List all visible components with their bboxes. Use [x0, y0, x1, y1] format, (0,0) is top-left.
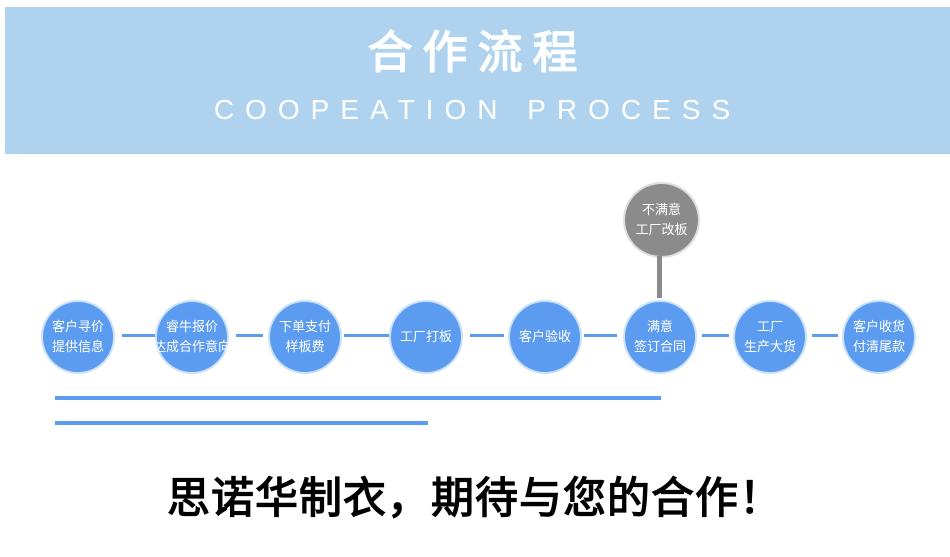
- flow-step-order-payment: 下单支付 样板费: [270, 302, 340, 372]
- connector-line-3-4: [344, 334, 389, 337]
- flow-step-label-line1: 睿牛报价: [165, 319, 218, 334]
- flow-step-alt-rework: 不满意 工厂改板: [625, 184, 698, 256]
- flow-step-label-line2: 达成合作意向: [153, 339, 232, 354]
- flow-step-label-line1: 客户收货: [852, 319, 905, 334]
- flow-step-label-line2: 生产大货: [743, 339, 796, 354]
- connector-line-4-5: [470, 334, 504, 337]
- flow-step-label-line1: 下单支付: [278, 319, 331, 334]
- flow-step-inquiry: 客户寻价 提供信息: [43, 302, 113, 372]
- page-subtitle: COOPEATION PROCESS: [213, 94, 742, 125]
- flow-step-label-line2: 提供信息: [51, 339, 104, 354]
- divider-rule-short: [55, 421, 428, 425]
- flow-step-label-line1: 客户验收: [518, 329, 571, 344]
- connector-line-1-2: [122, 334, 155, 337]
- flow-step-alt-label-line1: 不满意: [641, 202, 681, 217]
- flow-step-label-line1: 满意: [646, 319, 673, 334]
- flow-step-quote: 睿牛报价 达成合作意向: [153, 302, 231, 372]
- divider-rule-long: [55, 396, 661, 400]
- flow-step-bulk-production: 工厂 生产大货: [735, 302, 805, 372]
- flow-step-label-line2: 签订合同: [633, 339, 686, 354]
- flow-step-customer-acceptance: 客户验收: [510, 302, 580, 372]
- footer-slogan: 思诺华制衣，期待与您的合作！: [167, 476, 783, 523]
- vertical-connector-line: [657, 256, 662, 298]
- flow-step-label-line2: 样板费: [285, 339, 325, 354]
- connector-line-2-3: [236, 334, 263, 337]
- flow-step-sign-contract: 满意 签订合同: [625, 302, 695, 372]
- connector-line-5-6: [584, 334, 617, 337]
- flow-step-receive-goods: 客户收货 付清尾款: [844, 302, 914, 372]
- flow-step-label-line1: 工厂: [756, 319, 783, 334]
- flow-step-label-line1: 工厂打板: [399, 329, 452, 344]
- header-banner: 合作流程 COOPEATION PROCESS: [5, 7, 950, 154]
- flow-step-factory-sample: 工厂打板: [391, 302, 461, 372]
- flow-step-label-line2: 付清尾款: [852, 339, 905, 354]
- page-title: 合作流程: [367, 27, 588, 78]
- connector-line-7-8: [812, 334, 838, 337]
- connector-line-6-7: [702, 334, 729, 337]
- flow-step-alt-label-line2: 工厂改板: [635, 222, 688, 237]
- flow-step-label-line1: 客户寻价: [51, 319, 104, 334]
